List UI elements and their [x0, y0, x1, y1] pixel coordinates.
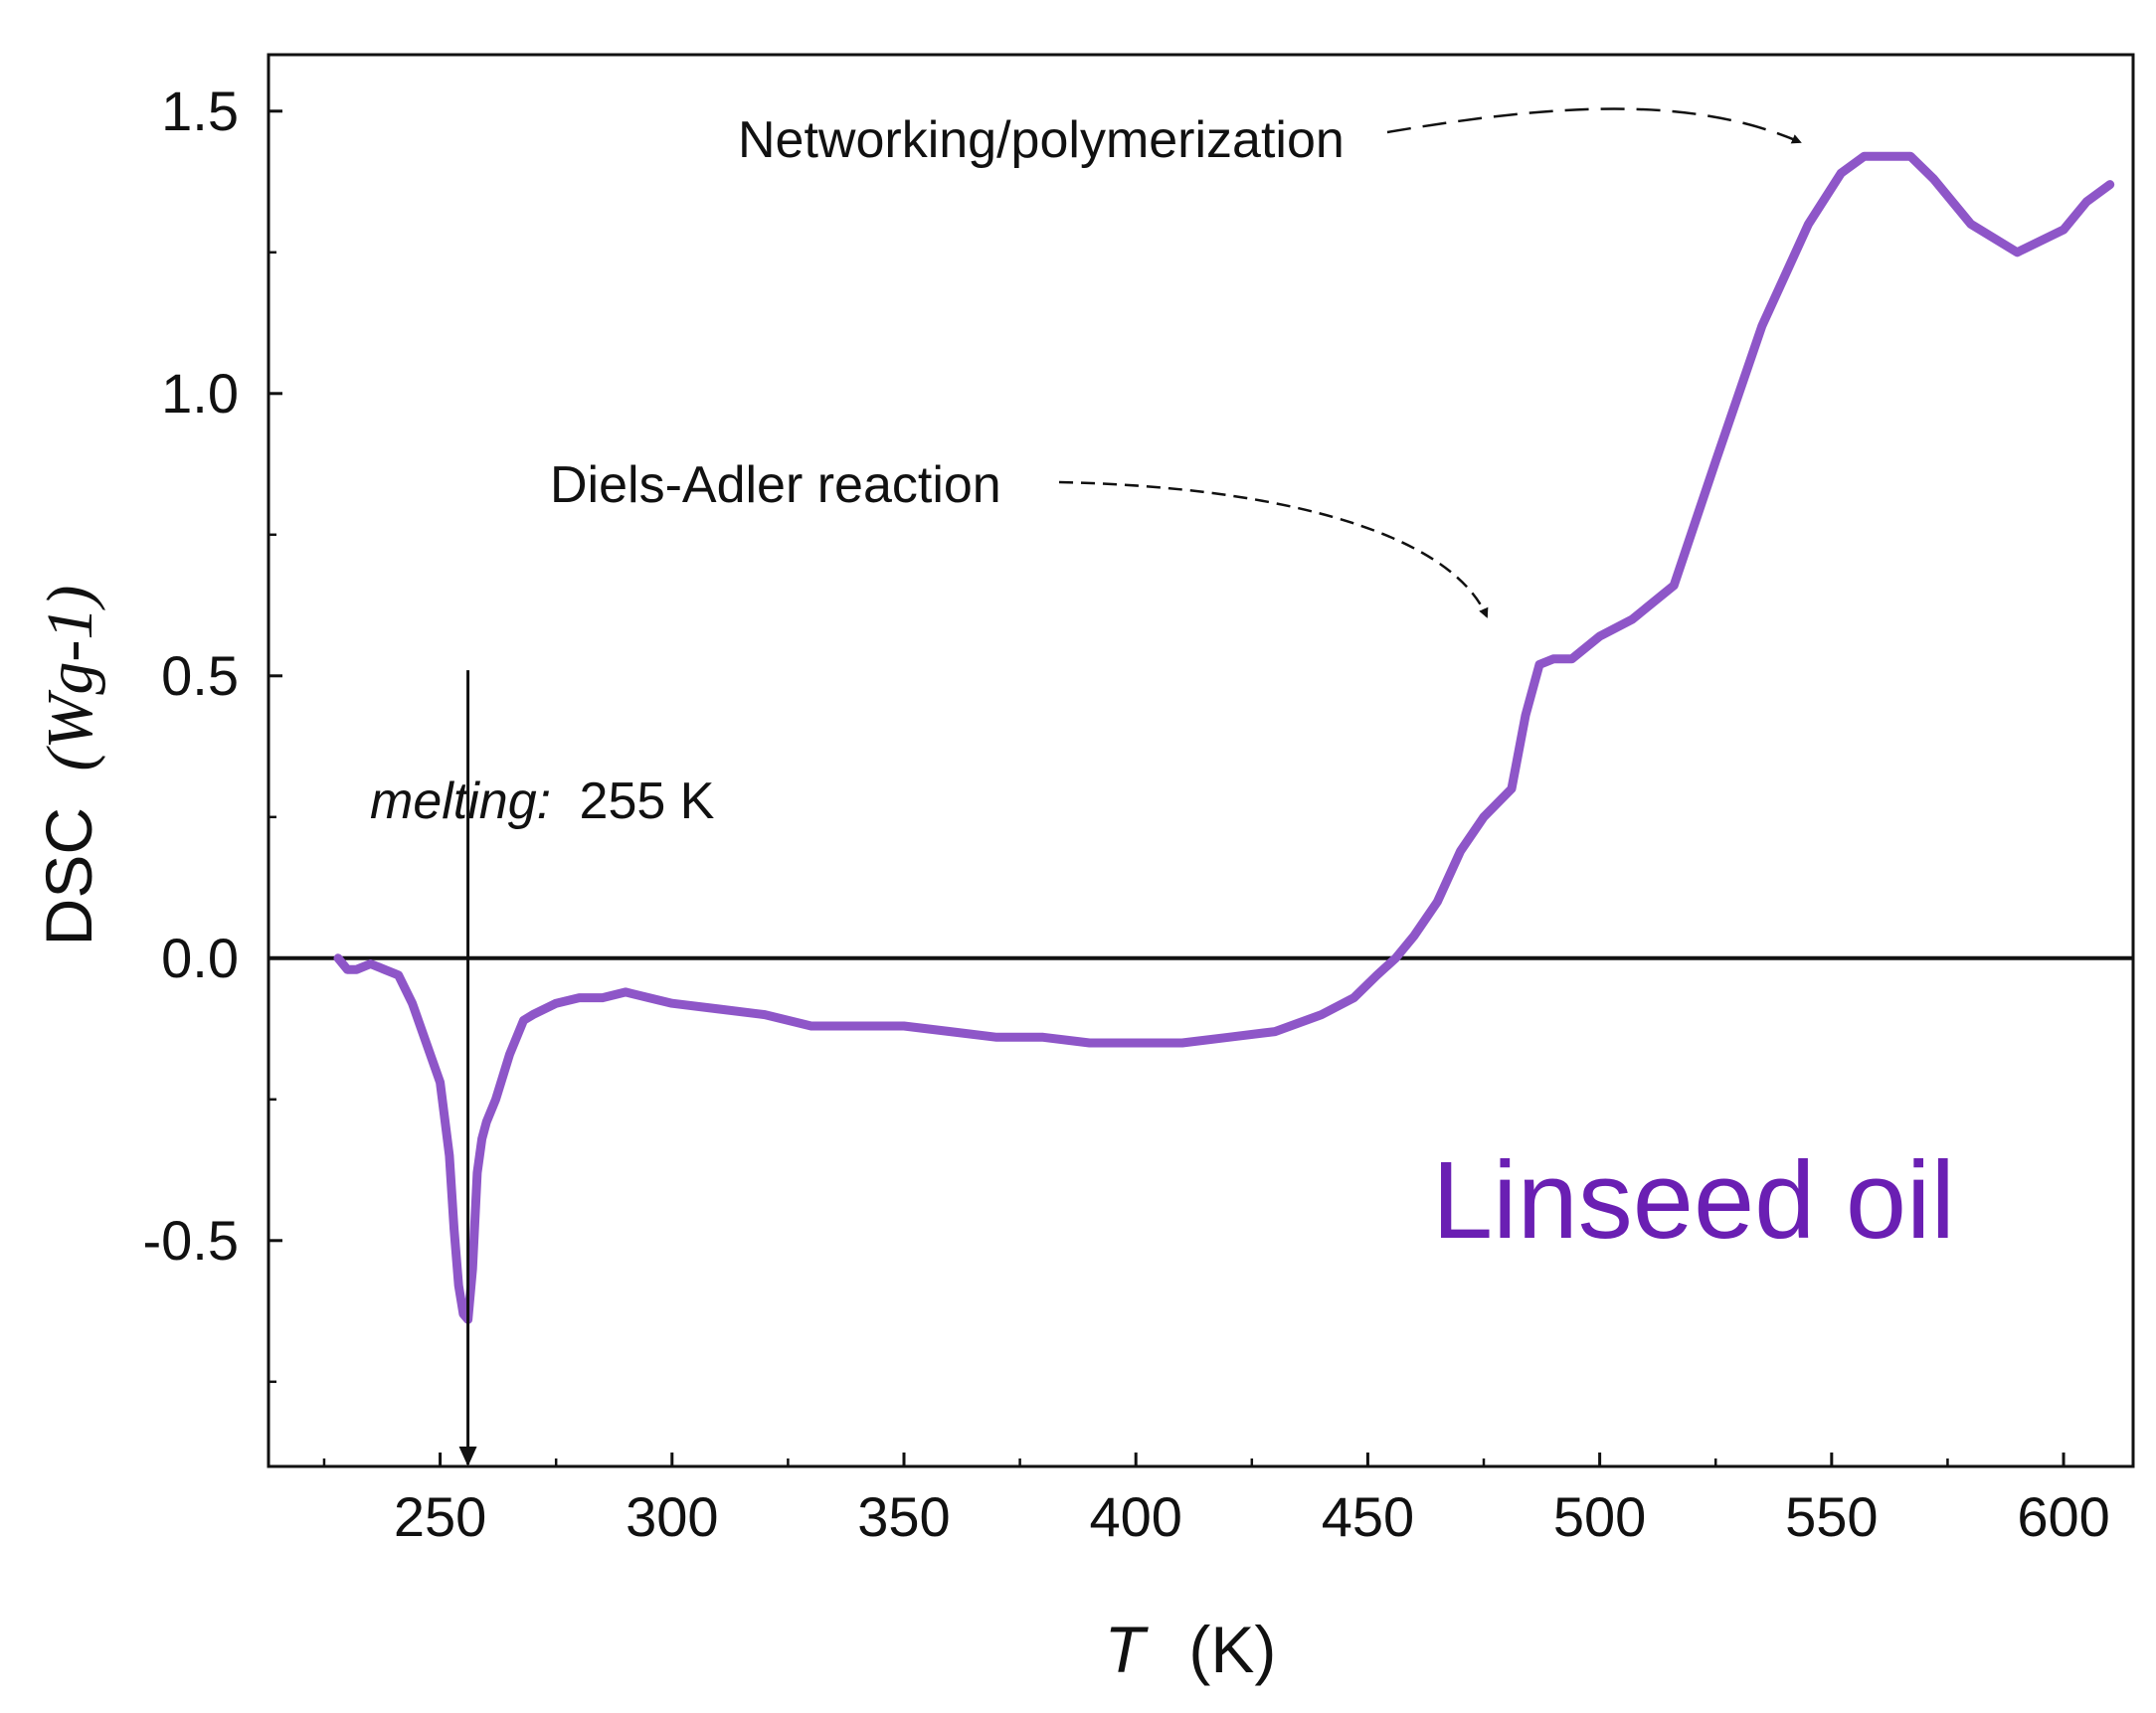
y-axis-ticks: -0.5 0.0 0.5 1.0 1.5	[143, 80, 282, 1384]
y-tick-label: 1.0	[161, 362, 239, 425]
annotation-diels-alder: Diels-Adler reaction	[550, 456, 1001, 514]
x-axis-ticks: 250 300 350 400 450 500 550 600	[322, 1453, 2110, 1548]
y-axis-unit: (Wg-1)	[34, 586, 106, 771]
x-axis-title: T (K)	[1105, 1613, 1277, 1686]
x-tick-label: 550	[1785, 1485, 1878, 1548]
annotation-melting-label: melting:	[370, 772, 551, 830]
y-tick-label: 0.0	[161, 927, 239, 989]
x-axis-symbol: T	[1105, 1613, 1150, 1686]
annotation-networking: Networking/polymerization	[738, 111, 1345, 169]
x-tick-label: 400	[1089, 1485, 1181, 1548]
x-tick-label: 300	[626, 1485, 718, 1548]
y-axis-name: DSC	[32, 807, 105, 945]
diels-alder-arrow	[1058, 480, 1489, 618]
networking-arrow	[1386, 107, 1802, 144]
y-axis-title: DSC (Wg-1)	[32, 586, 106, 946]
x-tick-label: 500	[1553, 1485, 1646, 1548]
x-tick-label: 600	[2017, 1485, 2109, 1548]
annotation-melting: melting: 255 K	[370, 772, 715, 830]
series-line-linseed-oil	[333, 151, 2115, 1324]
y-tick-label: 0.5	[161, 644, 239, 707]
x-tick-label: 250	[394, 1485, 486, 1548]
x-tick-label: 450	[1322, 1485, 1414, 1548]
annotation-melting-value: 255 K	[580, 772, 715, 830]
plot-frame	[267, 53, 2135, 1468]
x-tick-label: 350	[857, 1485, 950, 1548]
y-tick-label: 1.5	[161, 80, 239, 142]
y-tick-label: -0.5	[143, 1209, 240, 1272]
series-label-linseed-oil: Linseed oil	[1432, 1139, 1955, 1262]
x-axis-unit: (K)	[1188, 1613, 1276, 1686]
